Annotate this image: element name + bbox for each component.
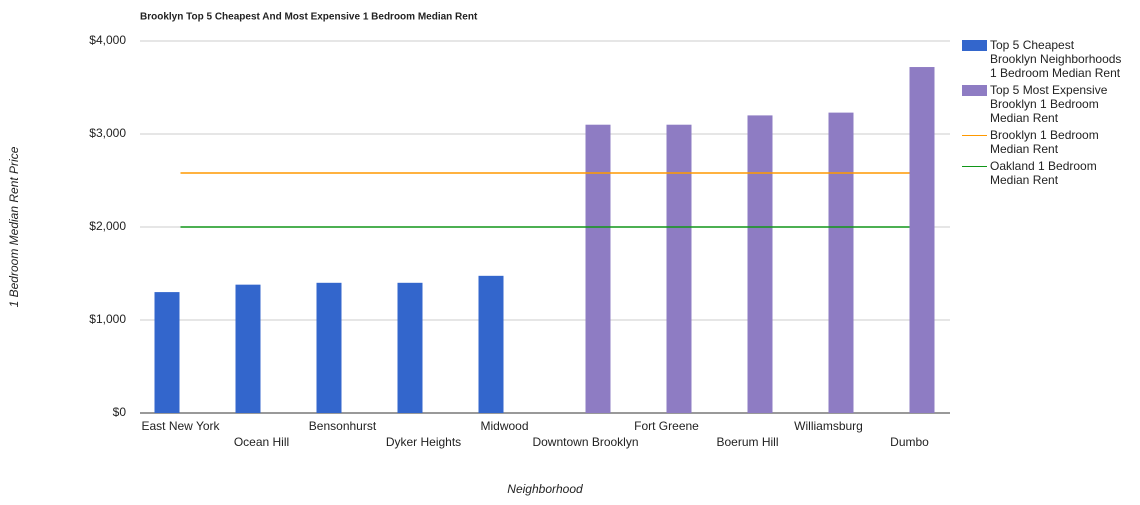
legend-item: Top 5 Most Expensive Brooklyn 1 Bedroom … bbox=[962, 83, 1122, 125]
y-tick-label: $2,000 bbox=[89, 219, 126, 233]
x-tick-label: Downtown Brooklyn bbox=[532, 435, 638, 449]
y-tick-label: $4,000 bbox=[89, 33, 126, 47]
bar bbox=[585, 124, 611, 413]
legend-label: Top 5 Cheapest Brooklyn Neighborhoods 1 … bbox=[990, 38, 1122, 80]
legend-item: Brooklyn 1 Bedroom Median Rent bbox=[962, 128, 1122, 156]
x-tick-label: Fort Greene bbox=[634, 419, 699, 433]
chart-title: Brooklyn Top 5 Cheapest And Most Expensi… bbox=[140, 12, 478, 23]
x-tick-label: Dumbo bbox=[890, 435, 929, 449]
legend-swatch bbox=[962, 40, 987, 51]
legend-label: Oakland 1 Bedroom Median Rent bbox=[990, 159, 1097, 187]
bar bbox=[235, 284, 261, 413]
x-tick-label: Boerum Hill bbox=[716, 435, 778, 449]
bar bbox=[397, 282, 423, 413]
y-tick-label: $0 bbox=[113, 405, 127, 419]
bar bbox=[154, 292, 180, 413]
x-tick-label: Ocean Hill bbox=[234, 435, 289, 449]
legend-label: Brooklyn 1 Bedroom Median Rent bbox=[990, 128, 1099, 156]
bar bbox=[478, 275, 504, 413]
bar bbox=[666, 124, 692, 413]
bar bbox=[909, 67, 935, 413]
x-tick-label: Midwood bbox=[480, 419, 528, 433]
x-tick-label: Dyker Heights bbox=[386, 435, 461, 449]
bar bbox=[747, 115, 773, 414]
bar bbox=[828, 112, 854, 414]
legend-swatch bbox=[962, 135, 987, 136]
y-tick-label: $1,000 bbox=[89, 312, 126, 326]
x-tick-label: Williamsburg bbox=[794, 419, 863, 433]
legend-label: Top 5 Most Expensive Brooklyn 1 Bedroom … bbox=[990, 83, 1108, 125]
bar bbox=[316, 282, 342, 413]
x-axis-title: Neighborhood bbox=[507, 482, 583, 496]
legend-item: Oakland 1 Bedroom Median Rent bbox=[962, 159, 1122, 187]
legend-swatch bbox=[962, 85, 987, 96]
legend: Top 5 Cheapest Brooklyn Neighborhoods 1 … bbox=[962, 38, 1122, 190]
y-tick-label: $3,000 bbox=[89, 126, 126, 140]
legend-item: Top 5 Cheapest Brooklyn Neighborhoods 1 … bbox=[962, 38, 1122, 80]
x-tick-label: Bensonhurst bbox=[309, 419, 377, 433]
legend-swatch bbox=[962, 166, 987, 167]
x-tick-label: East New York bbox=[141, 419, 220, 433]
y-axis-title: 1 Bedroom Median Rent Price bbox=[7, 146, 21, 307]
